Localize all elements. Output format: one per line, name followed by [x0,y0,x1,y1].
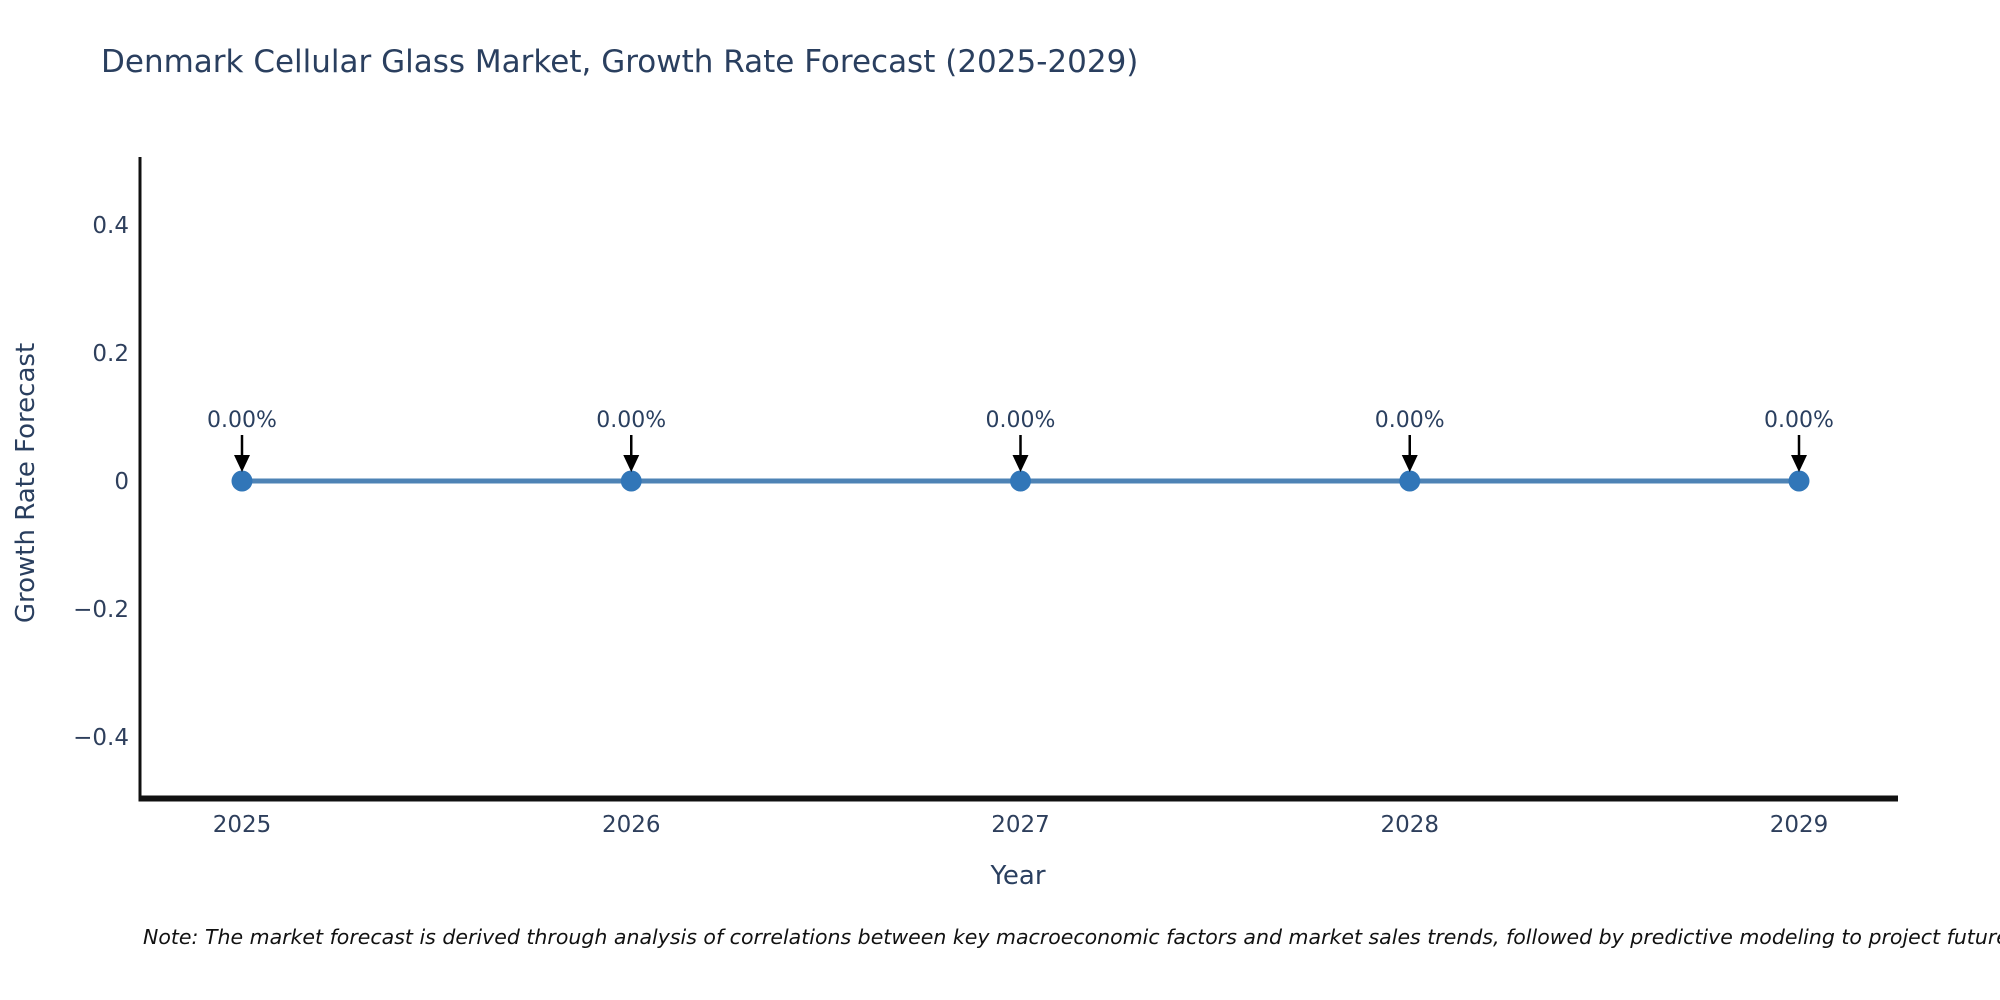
data-point-marker [620,470,642,492]
chart-title: Denmark Cellular Glass Market, Growth Ra… [101,44,1139,80]
y-tick-label: 0 [114,469,129,495]
footnote: Note: The market forecast is derived thr… [143,925,2000,949]
y-tick-label: 0.4 [92,213,129,239]
data-point-marker [231,470,253,492]
x-tick-label: 2029 [1770,812,1829,838]
annotation-label: 0.00% [986,408,1056,433]
x-tick-label: 2026 [602,812,661,838]
x-tick-label: 2028 [1380,812,1439,838]
annotation-arrowhead [234,455,250,472]
y-tick-label: −0.4 [73,725,129,751]
annotation-label: 0.00% [207,408,277,433]
y-tick-label: −0.2 [73,597,129,623]
annotation-label: 0.00% [596,408,666,433]
data-point-marker [1399,470,1421,492]
x-tick-label: 2027 [991,812,1050,838]
annotation-arrowhead [623,455,640,472]
x-axis-title: Year [990,861,1046,891]
annotation-arrowhead [1401,455,1418,472]
data-point-marker [1010,470,1031,492]
annotation-arrowhead [1012,455,1029,472]
annotation-label: 0.00% [1764,408,1834,433]
annotation-label: 0.00% [1375,408,1445,433]
data-point-marker [1788,470,1810,492]
x-tick-label: 2025 [213,812,272,838]
y-tick-label: 0.2 [92,341,129,367]
annotation-arrowhead [1791,455,1807,472]
y-axis-title: Growth Rate Forecast [11,342,41,624]
